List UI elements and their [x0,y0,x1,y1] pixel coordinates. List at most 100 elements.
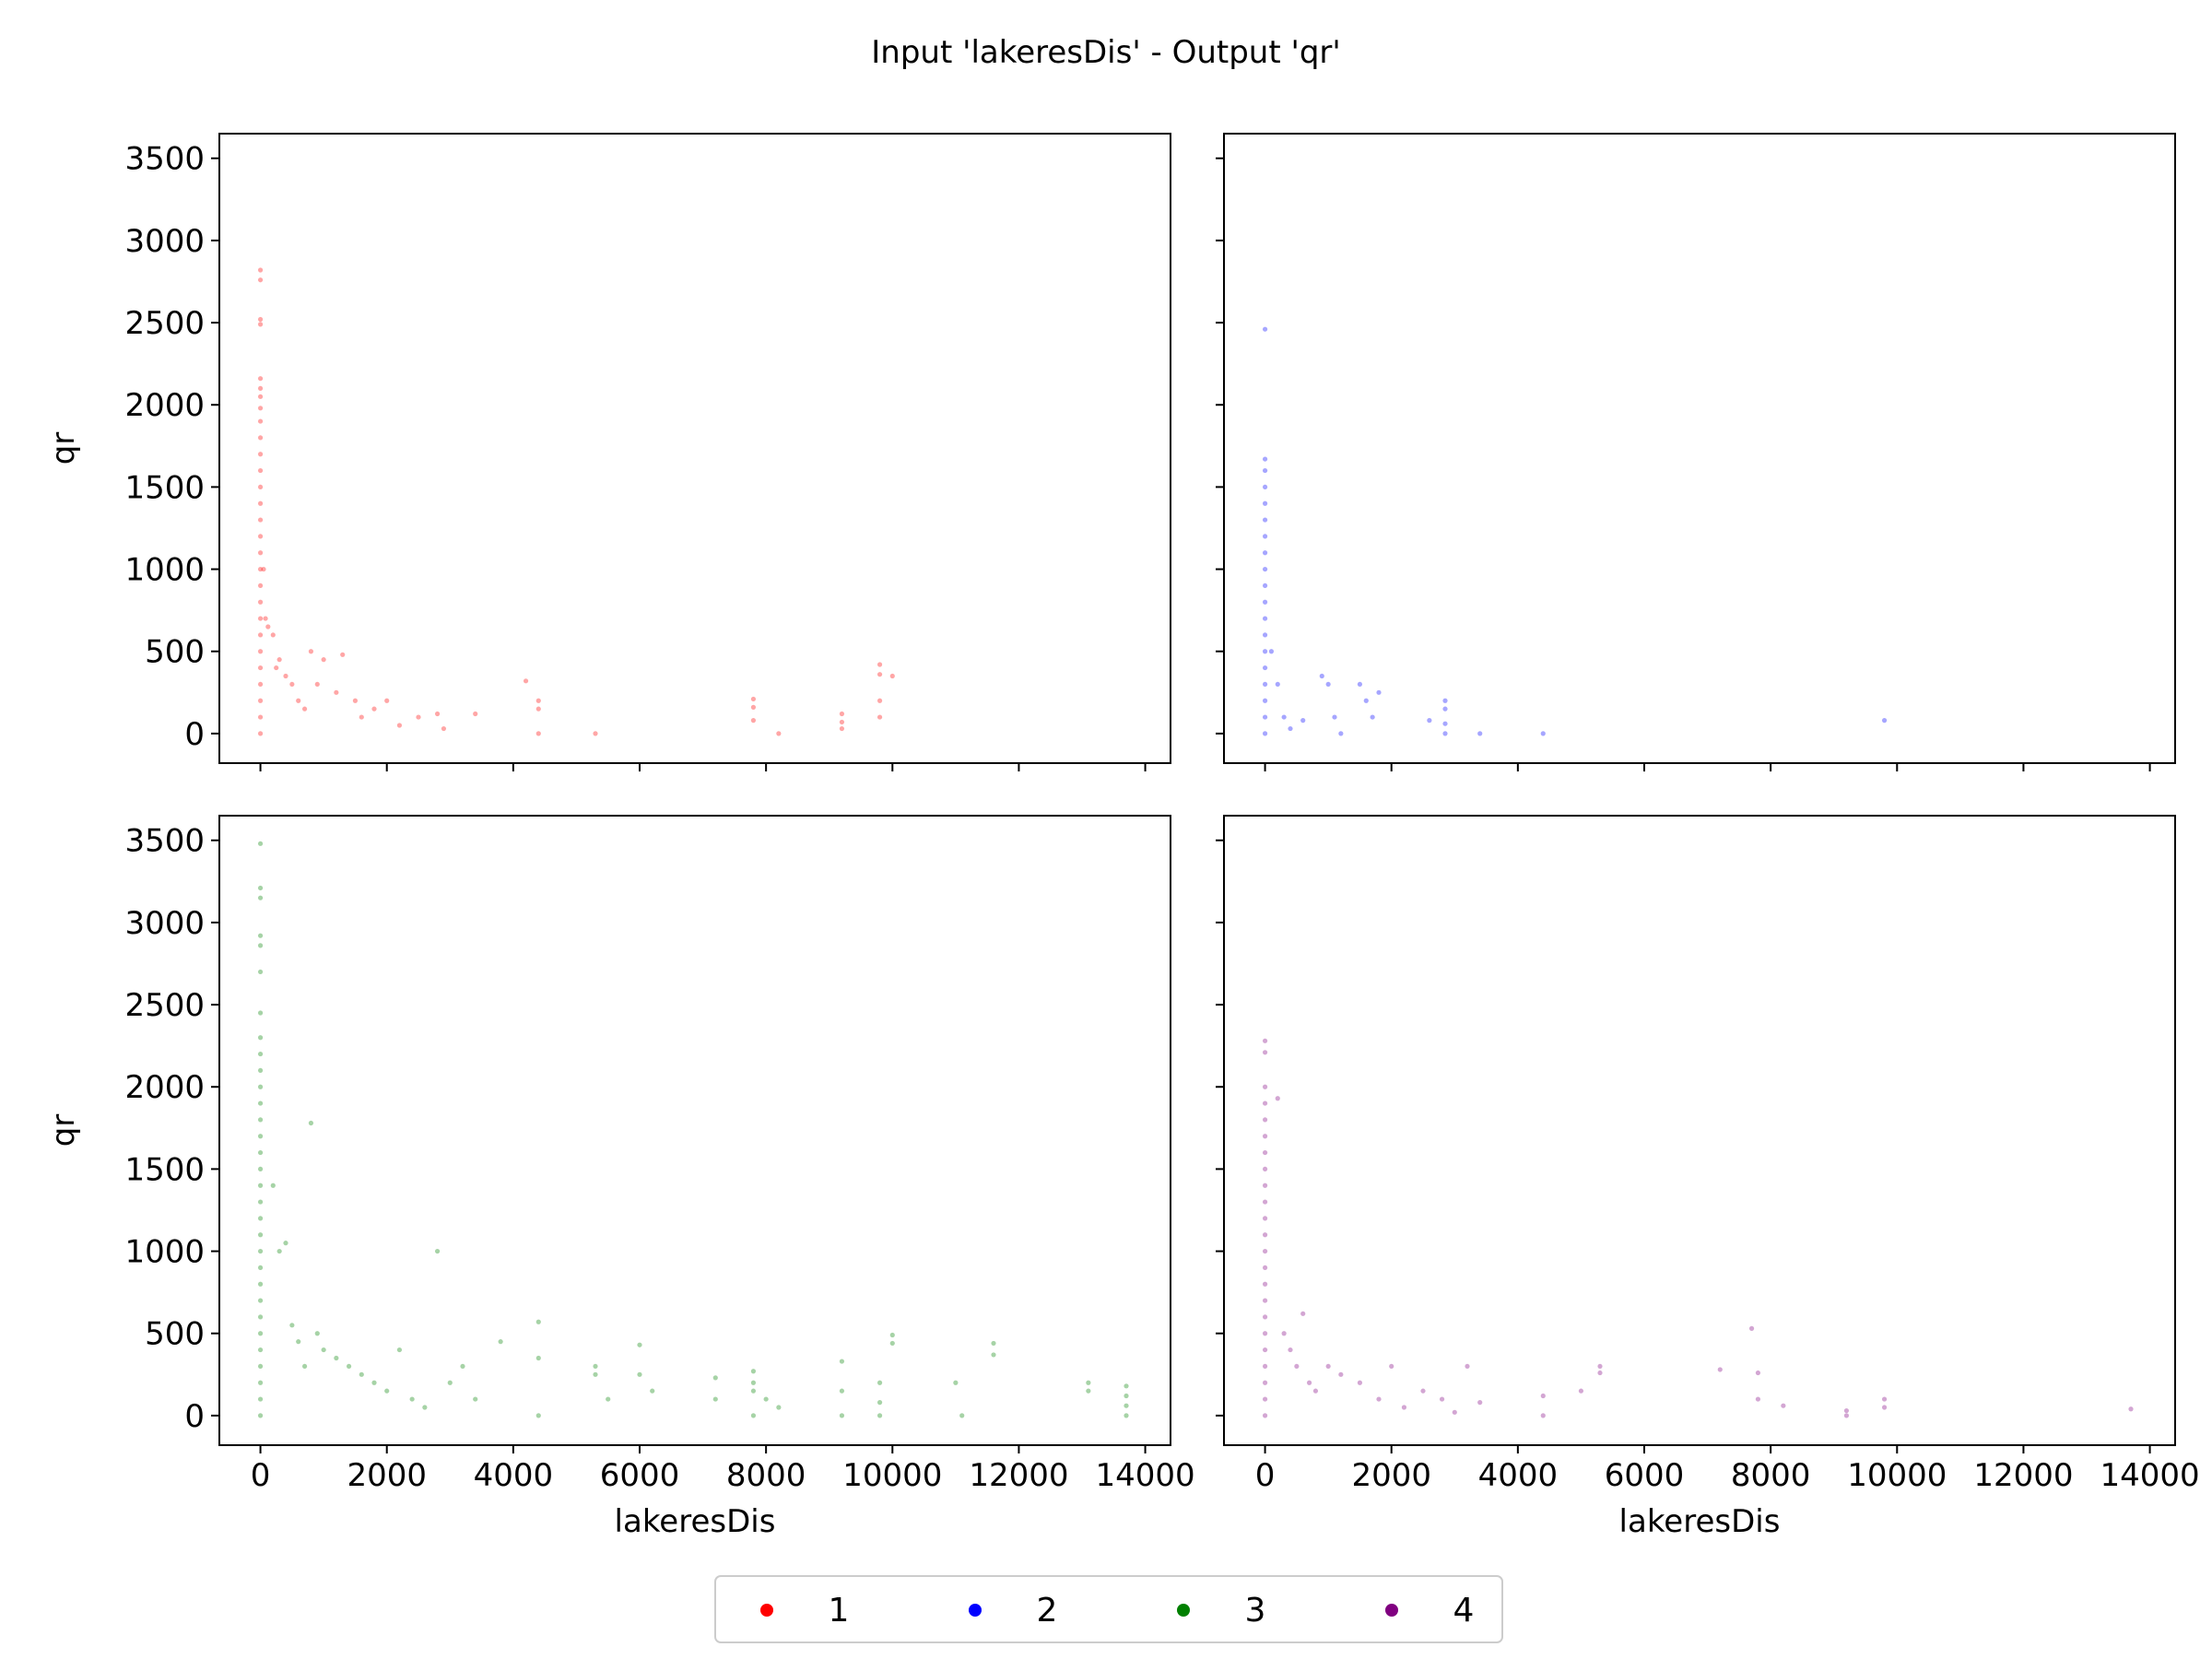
data-point [839,711,845,717]
data-point [257,534,264,539]
data-point [257,1100,264,1106]
data-point [257,649,264,654]
data-point [257,1314,264,1320]
data-point [535,1319,541,1324]
data-point [257,1117,264,1123]
data-point [257,943,264,948]
data-point [953,1380,959,1385]
data-point [257,1248,264,1254]
x-axis-label: lakeresDis [615,1503,776,1540]
data-point [877,698,883,703]
data-point [889,673,895,679]
data-point [1262,1117,1268,1123]
data-point [1717,1367,1723,1372]
data-point [1262,665,1268,671]
data-point [1306,1380,1312,1385]
data-point [257,1363,264,1370]
data-point [1262,714,1268,720]
legend-marker [969,1604,982,1617]
data-point [991,1352,996,1358]
data-point [750,1413,757,1418]
data-point [460,1363,465,1370]
data-point [409,1396,415,1402]
data-point [1262,731,1268,736]
data-point [257,731,264,736]
data-point [257,385,264,392]
data-point [1262,1199,1268,1205]
x-tick-label: 6000 [1605,1457,1685,1494]
data-point [1755,1370,1761,1376]
legend-label: 1 [829,1592,850,1630]
x-tick-label: 12000 [1973,1457,2073,1494]
data-point [750,696,757,702]
data-point [637,1342,642,1347]
data-point [257,698,264,703]
x-tick-label: 0 [251,1457,271,1494]
data-point [1262,1363,1268,1370]
data-point [334,689,339,695]
data-point [1755,1396,1761,1402]
y-tick-label: 3000 [124,905,205,942]
series-3-points [257,841,1129,1418]
x-axis-label: lakeresDis [1619,1503,1781,1540]
panel-top-left: 0 500 1000 1500 2000 2500 3000 3500 qr [45,133,1171,771]
data-point [535,706,541,712]
data-point [422,1405,428,1410]
y-tick-label: 500 [145,634,205,671]
data-point [283,673,288,679]
x-tick-label: 8000 [726,1457,806,1494]
data-point [296,1339,301,1345]
data-point [257,1166,264,1172]
data-point [839,1388,845,1394]
x-tick-label: 2000 [1351,1457,1431,1494]
data-point [257,1035,264,1041]
data-point [1363,698,1369,703]
series-4-points [1262,1038,2134,1418]
data-point [1477,1400,1483,1406]
y-axis-label: qr [45,1114,82,1147]
data-point [283,1241,288,1246]
data-point [839,1359,845,1364]
data-point [257,452,264,457]
data-point [877,1413,883,1418]
data-point [274,665,279,671]
data-point [257,406,264,411]
data-point [1370,714,1375,720]
data-point [1540,731,1546,736]
data-point [1281,714,1287,720]
data-point [1477,731,1483,736]
data-point [1452,1409,1457,1415]
data-point [712,1396,718,1402]
legend-marker [1177,1604,1190,1617]
data-point [1439,1396,1445,1402]
data-point [257,500,264,506]
data-point [1262,1232,1268,1238]
data-point [1294,1363,1300,1370]
data-point [434,1248,441,1254]
data-point [1748,1325,1755,1331]
data-point [352,698,359,703]
data-point [959,1413,965,1418]
data-point [257,969,264,975]
y-tick-label: 2500 [124,987,205,1024]
data-point [289,681,295,688]
data-point [1540,1413,1546,1418]
data-point [593,731,598,736]
data-point [384,1388,390,1394]
data-point [396,1347,403,1353]
data-point [650,1388,655,1394]
legend: 1 2 3 4 [714,1575,1503,1643]
data-point [257,1149,264,1156]
data-point [637,1371,642,1377]
data-point [473,1396,478,1402]
data-point [1338,731,1344,736]
data-point [257,1298,264,1303]
legend-label: 2 [1037,1592,1058,1630]
data-point [535,731,541,736]
y-tick-label: 1500 [124,469,205,506]
data-point [750,704,757,710]
data-point [1262,550,1268,556]
x-tick-label: 2000 [347,1457,427,1494]
data-point [1262,1248,1268,1254]
data-point [1357,1380,1363,1385]
